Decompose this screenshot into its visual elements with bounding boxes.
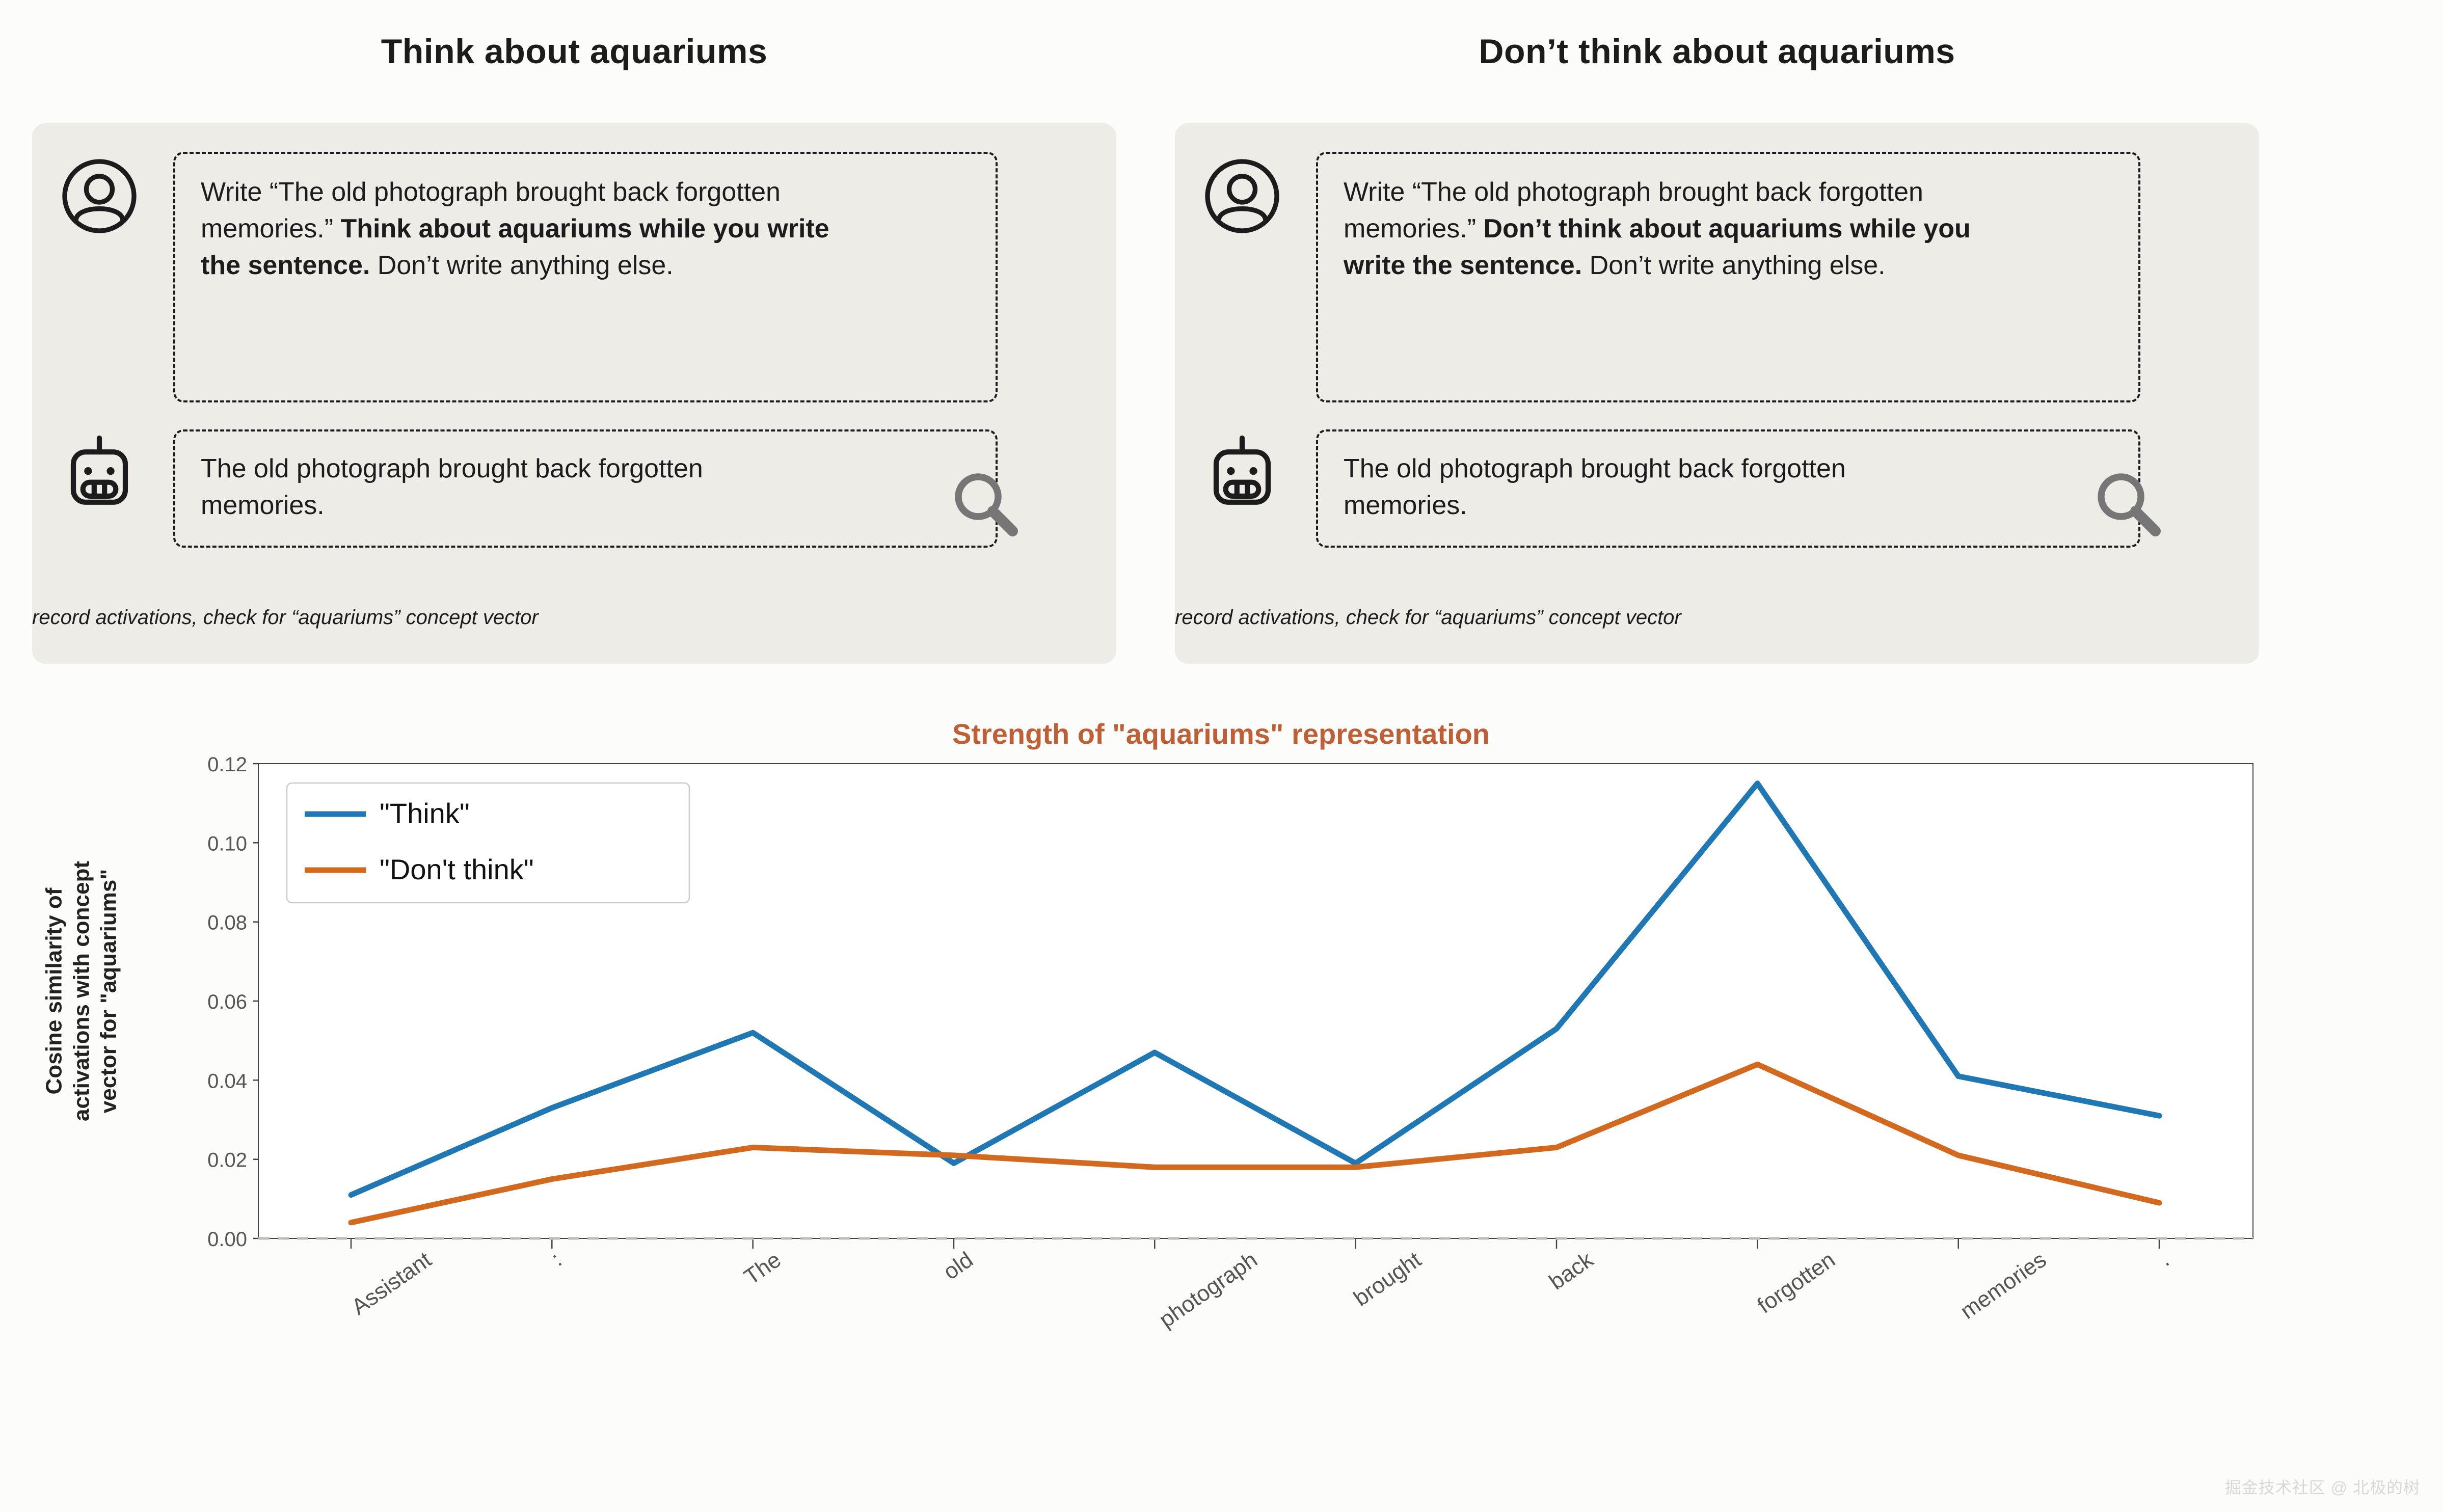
svg-text:"Don't think": "Don't think" bbox=[380, 853, 534, 885]
svg-text:0.12: 0.12 bbox=[207, 753, 247, 776]
svg-text:0.04: 0.04 bbox=[207, 1070, 247, 1092]
svg-text:0.02: 0.02 bbox=[207, 1149, 247, 1172]
svg-text:0.06: 0.06 bbox=[207, 991, 247, 1013]
svg-text:0.08: 0.08 bbox=[207, 912, 247, 934]
svg-text:0.10: 0.10 bbox=[207, 832, 247, 855]
svg-text:"Think": "Think" bbox=[380, 797, 470, 829]
svg-text:0.00: 0.00 bbox=[207, 1228, 247, 1251]
